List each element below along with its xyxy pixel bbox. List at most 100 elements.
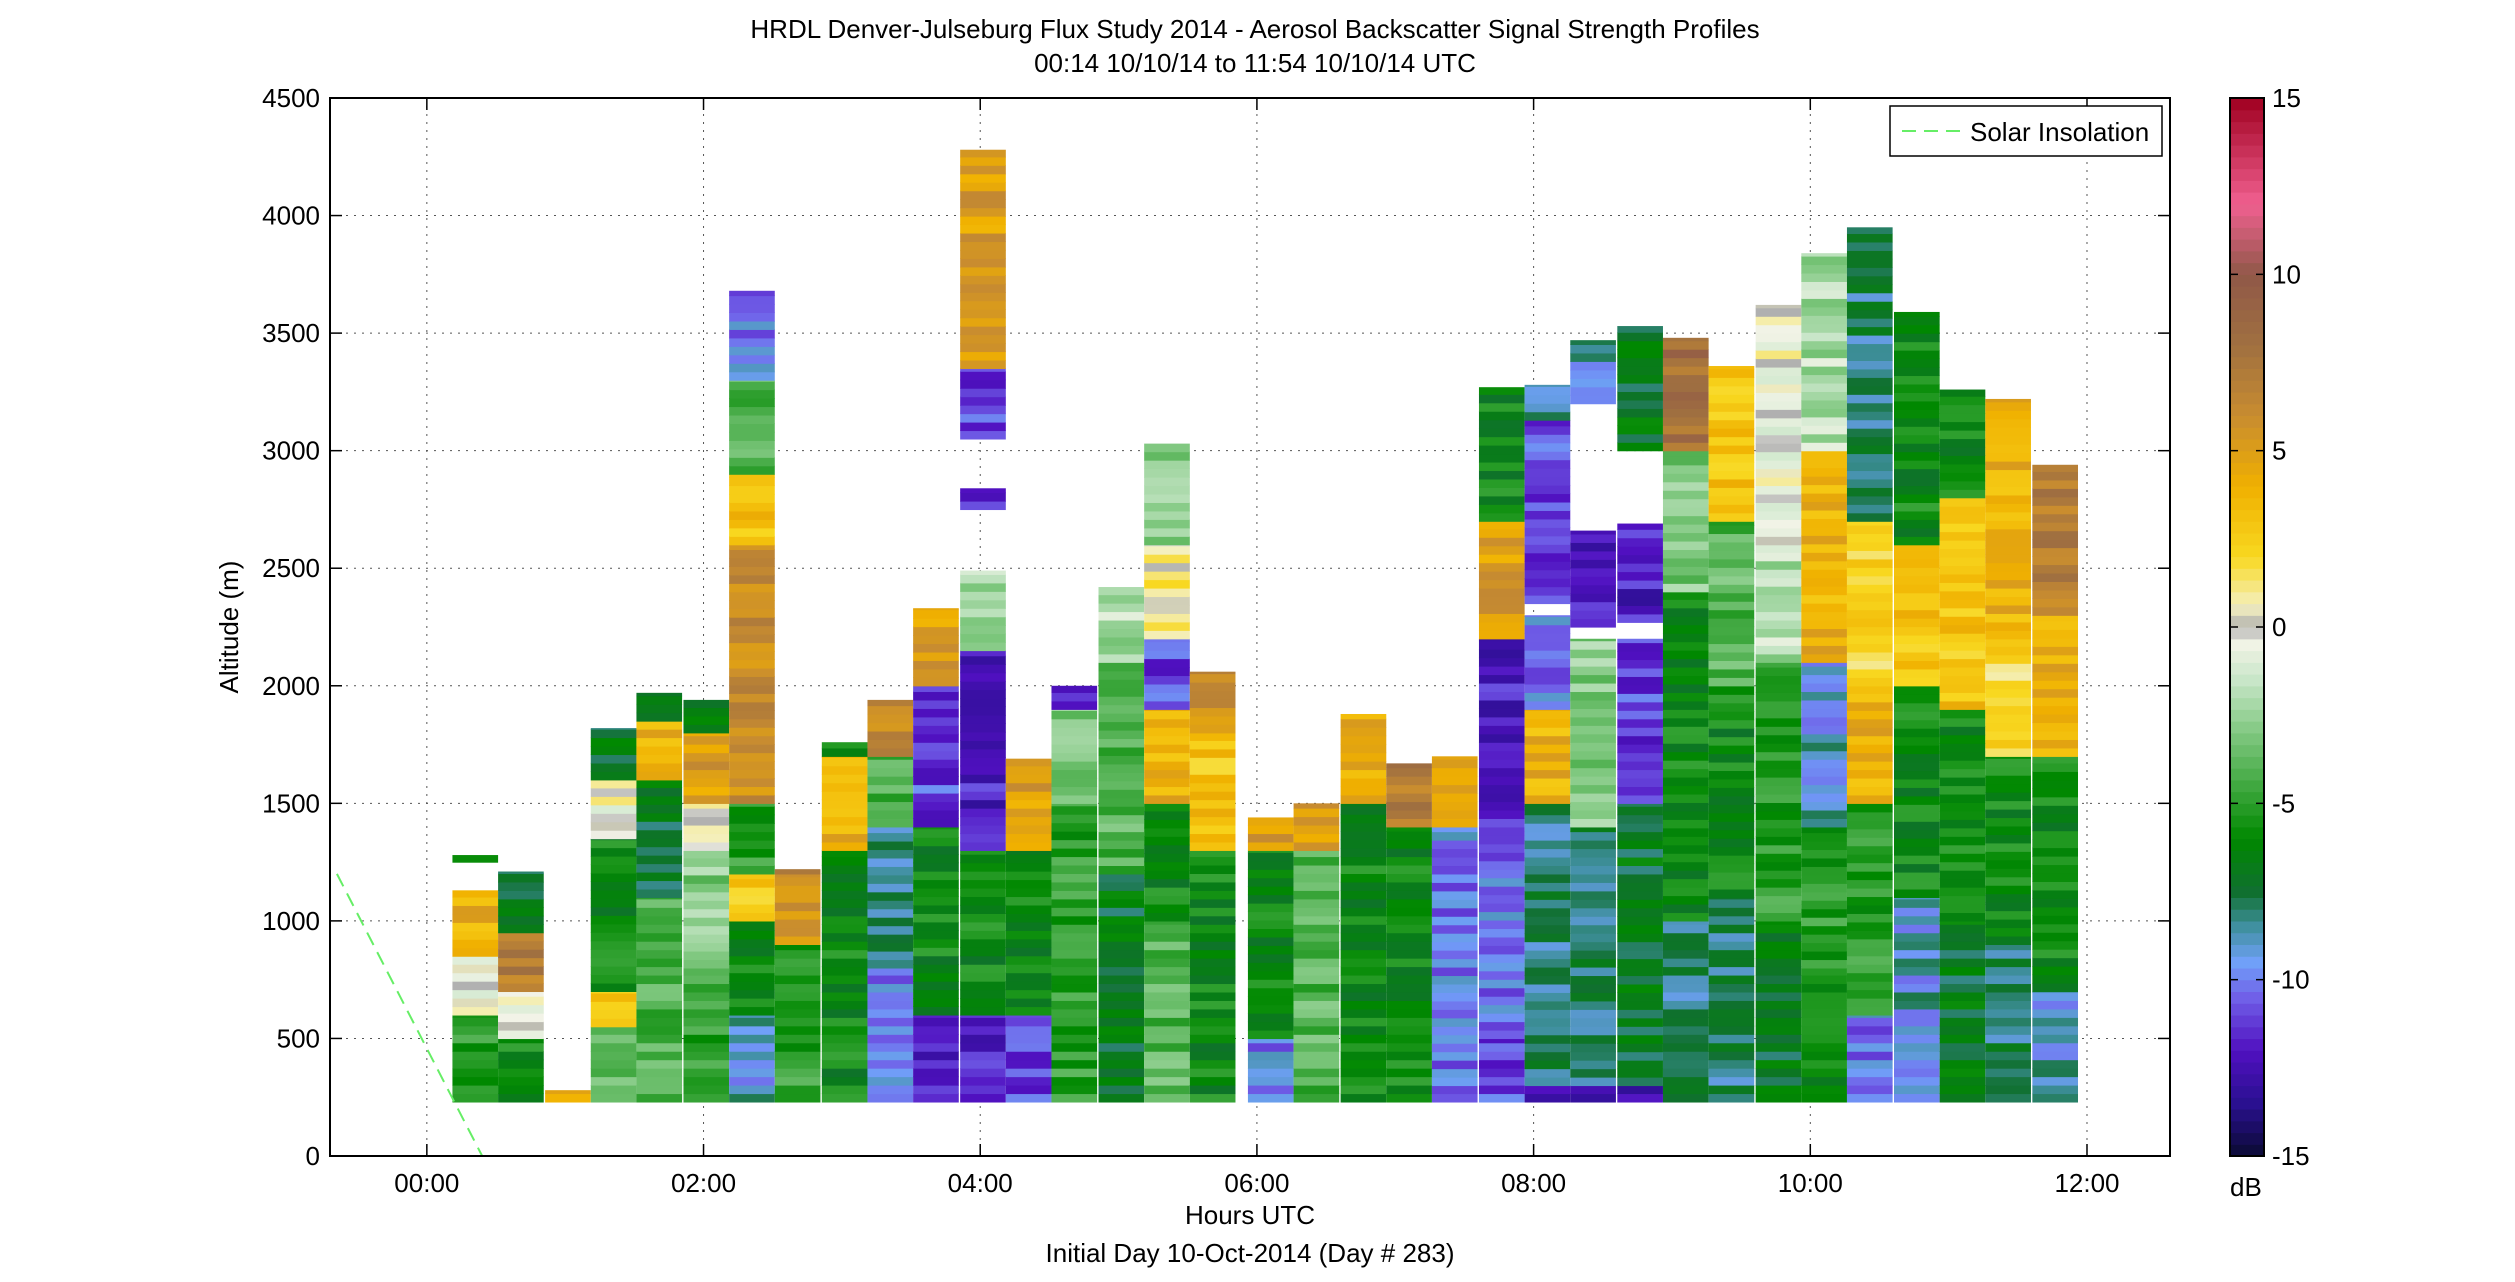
profile-cell bbox=[913, 845, 959, 855]
profile-cell bbox=[1617, 693, 1663, 703]
profile-cell bbox=[1662, 966, 1709, 976]
profile-cell bbox=[1939, 878, 1986, 888]
colorbar-band bbox=[2230, 485, 2264, 499]
profile-cell bbox=[1340, 881, 1387, 891]
profile-cell bbox=[867, 747, 914, 757]
profile-cell bbox=[1570, 856, 1616, 867]
profile-cell bbox=[636, 1025, 683, 1035]
profile-cell bbox=[1478, 504, 1525, 514]
profile-cell bbox=[1846, 233, 1893, 243]
profile-cell bbox=[498, 1059, 544, 1069]
profile-cell bbox=[1051, 873, 1098, 883]
profile-cell bbox=[1098, 856, 1145, 867]
profile-cell bbox=[1985, 680, 2031, 690]
profile-cell bbox=[590, 1018, 637, 1028]
profile-cell bbox=[1617, 907, 1663, 917]
profile-column bbox=[1939, 389, 1986, 1103]
profile-cell bbox=[913, 887, 959, 898]
profile-cell bbox=[913, 955, 959, 965]
profile-column bbox=[1570, 340, 1616, 1103]
profile-cell bbox=[729, 544, 775, 551]
profile-cell bbox=[1801, 306, 1847, 316]
profile-cell bbox=[1708, 524, 1755, 535]
profile-cell bbox=[1708, 677, 1755, 687]
profile-cell bbox=[729, 693, 775, 703]
profile-cell bbox=[636, 898, 683, 908]
profile-cell bbox=[960, 292, 1006, 302]
profile-cell bbox=[1524, 709, 1571, 711]
profile-cell bbox=[1662, 658, 1709, 668]
profile-cell bbox=[1051, 1059, 1098, 1069]
profile-cell bbox=[1247, 850, 1294, 853]
profile-cell bbox=[1894, 502, 1940, 512]
profile-cell bbox=[1708, 941, 1755, 951]
profile-cell bbox=[498, 982, 544, 993]
profile-cell bbox=[1617, 983, 1663, 993]
profile-cell bbox=[1846, 1034, 1893, 1044]
profile-cell bbox=[913, 1084, 959, 1095]
profile-cell bbox=[1662, 549, 1709, 559]
profile-cell bbox=[1985, 697, 2031, 707]
profile-cell bbox=[1894, 898, 1940, 908]
profile-cell bbox=[913, 921, 959, 931]
profile-cell bbox=[729, 1034, 775, 1044]
profile-cell bbox=[2032, 872, 2078, 882]
profile-cell bbox=[636, 863, 683, 873]
profile-cell bbox=[1662, 870, 1709, 880]
profile-cell bbox=[1386, 1093, 1432, 1103]
profile-cell bbox=[913, 626, 959, 636]
profile-cell bbox=[1755, 375, 1802, 385]
profile-cell bbox=[1985, 503, 2031, 513]
colorbar-band bbox=[2230, 1073, 2264, 1087]
profile-cell bbox=[1570, 716, 1616, 726]
profile-cell bbox=[1755, 417, 1802, 427]
profile-cell bbox=[960, 930, 1006, 940]
profile-cell bbox=[1617, 579, 1663, 590]
colorbar-band bbox=[2230, 815, 2264, 828]
profile-cell bbox=[960, 850, 1006, 855]
profile-cell bbox=[1846, 718, 1893, 728]
profile-cell bbox=[1939, 949, 1986, 959]
profile-cell bbox=[960, 740, 1006, 750]
profile-cell bbox=[636, 897, 683, 900]
profile-cell bbox=[960, 655, 1006, 665]
profile-cell bbox=[2032, 1093, 2078, 1103]
profile-cell bbox=[960, 488, 1006, 494]
profile-cell bbox=[1431, 1009, 1478, 1019]
y-tick-label: 2000 bbox=[262, 671, 320, 701]
profile-cell bbox=[1051, 1051, 1098, 1061]
profile-cell bbox=[1478, 733, 1525, 743]
profile-cell bbox=[1189, 958, 1236, 968]
profile-cell bbox=[1662, 983, 1709, 993]
profile-cell bbox=[1144, 545, 1190, 555]
profile-cell bbox=[1939, 827, 1986, 837]
profile-cell bbox=[729, 448, 775, 458]
profile-cell bbox=[1247, 996, 1294, 1006]
profile-cell bbox=[1570, 530, 1616, 535]
profile-cell bbox=[1939, 472, 1986, 482]
profile-cell bbox=[2032, 822, 2078, 832]
profile-cell bbox=[590, 813, 637, 823]
profile-cell bbox=[452, 1051, 499, 1061]
profile-cell bbox=[452, 1006, 499, 1016]
profile-cell bbox=[1293, 991, 1340, 1001]
profile-cell bbox=[1570, 873, 1616, 883]
profile-cell bbox=[1801, 666, 1847, 676]
profile-cell bbox=[729, 431, 775, 441]
profile-cell bbox=[683, 967, 730, 976]
profile-cell bbox=[1005, 774, 1052, 784]
profile-cell bbox=[1617, 374, 1663, 384]
profile-cell bbox=[1894, 907, 1940, 917]
profile-cell bbox=[1478, 886, 1525, 896]
profile-cell bbox=[1005, 799, 1052, 809]
profile-cell bbox=[1524, 578, 1571, 588]
profile-cell bbox=[1894, 668, 1940, 678]
profile-cell bbox=[1894, 863, 1940, 873]
profile-cell bbox=[1005, 972, 1052, 982]
profile-cell bbox=[1894, 846, 1940, 856]
profile-cell bbox=[1801, 1059, 1847, 1069]
profile-cell bbox=[1617, 890, 1663, 900]
profile-cell bbox=[1846, 495, 1893, 505]
profile-cell bbox=[1189, 808, 1236, 818]
profile-cell bbox=[729, 972, 775, 982]
